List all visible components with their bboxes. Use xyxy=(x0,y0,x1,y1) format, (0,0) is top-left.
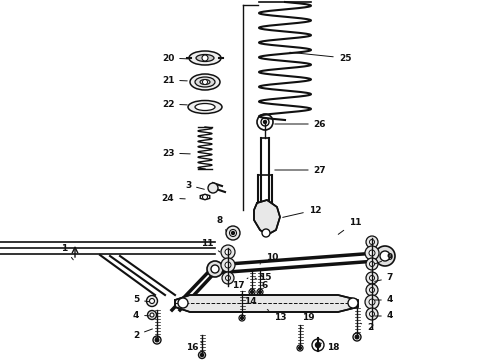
Text: 19: 19 xyxy=(301,314,314,328)
Text: 27: 27 xyxy=(275,166,326,175)
Ellipse shape xyxy=(196,54,214,62)
Text: 21: 21 xyxy=(162,76,187,85)
Circle shape xyxy=(251,291,253,293)
Circle shape xyxy=(241,317,244,319)
Text: 17: 17 xyxy=(232,278,248,289)
Text: 14: 14 xyxy=(242,294,256,306)
Circle shape xyxy=(259,291,261,293)
Circle shape xyxy=(202,80,207,85)
Circle shape xyxy=(155,338,159,342)
Text: 11: 11 xyxy=(338,217,361,234)
Circle shape xyxy=(366,308,378,320)
Text: 9: 9 xyxy=(374,253,393,264)
Circle shape xyxy=(202,55,208,61)
Circle shape xyxy=(147,310,156,320)
Circle shape xyxy=(366,284,378,296)
Circle shape xyxy=(264,121,267,123)
Circle shape xyxy=(222,272,234,284)
Circle shape xyxy=(369,275,374,280)
Circle shape xyxy=(200,354,203,356)
Text: 24: 24 xyxy=(162,194,185,202)
Text: 4: 4 xyxy=(375,311,393,320)
Circle shape xyxy=(225,249,231,255)
Circle shape xyxy=(369,261,374,266)
Circle shape xyxy=(202,194,207,199)
Text: 2: 2 xyxy=(133,329,152,339)
Circle shape xyxy=(375,246,395,266)
Circle shape xyxy=(207,261,223,277)
Ellipse shape xyxy=(200,80,210,85)
Text: 5: 5 xyxy=(133,296,149,305)
Circle shape xyxy=(262,229,270,237)
Text: 6: 6 xyxy=(255,278,268,289)
Text: 18: 18 xyxy=(320,343,339,352)
Text: 20: 20 xyxy=(162,54,188,63)
Ellipse shape xyxy=(195,77,215,87)
Ellipse shape xyxy=(190,74,220,90)
Circle shape xyxy=(365,295,379,309)
Circle shape xyxy=(369,311,374,316)
Circle shape xyxy=(365,246,379,260)
Text: 13: 13 xyxy=(268,310,286,323)
Circle shape xyxy=(355,335,359,339)
Circle shape xyxy=(231,231,235,234)
Text: 12: 12 xyxy=(283,206,321,217)
Text: 8: 8 xyxy=(217,216,226,231)
Text: 16: 16 xyxy=(186,342,202,352)
Text: 3: 3 xyxy=(185,180,204,189)
Circle shape xyxy=(366,272,378,284)
Circle shape xyxy=(369,299,375,305)
Text: 23: 23 xyxy=(162,149,190,158)
Text: 11: 11 xyxy=(201,239,220,252)
Circle shape xyxy=(229,230,237,237)
Circle shape xyxy=(298,347,301,349)
Circle shape xyxy=(221,245,235,259)
Ellipse shape xyxy=(188,100,222,113)
Text: 25: 25 xyxy=(290,52,351,63)
Circle shape xyxy=(208,183,218,193)
Text: 4: 4 xyxy=(375,296,393,305)
Polygon shape xyxy=(200,194,210,200)
Circle shape xyxy=(225,275,230,280)
Circle shape xyxy=(369,239,374,244)
Circle shape xyxy=(211,265,219,273)
Polygon shape xyxy=(175,295,358,312)
Polygon shape xyxy=(254,200,280,235)
Text: 1: 1 xyxy=(61,243,74,260)
Circle shape xyxy=(366,236,378,248)
Circle shape xyxy=(226,226,240,240)
Circle shape xyxy=(369,250,375,256)
Circle shape xyxy=(149,298,154,303)
Circle shape xyxy=(348,298,358,308)
Ellipse shape xyxy=(195,104,215,111)
Ellipse shape xyxy=(189,51,221,65)
Circle shape xyxy=(150,313,154,317)
Circle shape xyxy=(316,342,320,347)
Circle shape xyxy=(221,258,235,272)
Text: 15: 15 xyxy=(259,274,271,283)
Circle shape xyxy=(178,298,188,308)
Circle shape xyxy=(225,262,231,268)
Circle shape xyxy=(369,288,374,292)
Text: 2: 2 xyxy=(361,323,373,333)
Text: 22: 22 xyxy=(162,99,187,108)
Text: 4: 4 xyxy=(133,310,149,320)
Text: 10: 10 xyxy=(260,253,278,264)
Circle shape xyxy=(366,258,378,270)
Circle shape xyxy=(380,251,390,261)
Circle shape xyxy=(147,296,157,306)
Text: 26: 26 xyxy=(275,120,326,129)
Text: 7: 7 xyxy=(375,274,393,283)
